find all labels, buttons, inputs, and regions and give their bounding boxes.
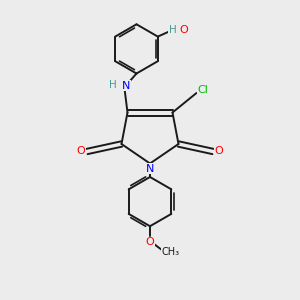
Text: O: O bbox=[146, 237, 154, 247]
Text: CH₃: CH₃ bbox=[161, 247, 179, 257]
Text: O: O bbox=[76, 146, 85, 157]
Text: N: N bbox=[146, 164, 154, 174]
Text: Cl: Cl bbox=[198, 85, 208, 95]
Text: O: O bbox=[214, 146, 224, 157]
Text: N: N bbox=[122, 80, 130, 91]
Text: H: H bbox=[169, 25, 177, 35]
Text: H: H bbox=[109, 80, 117, 90]
Text: O: O bbox=[179, 25, 188, 35]
